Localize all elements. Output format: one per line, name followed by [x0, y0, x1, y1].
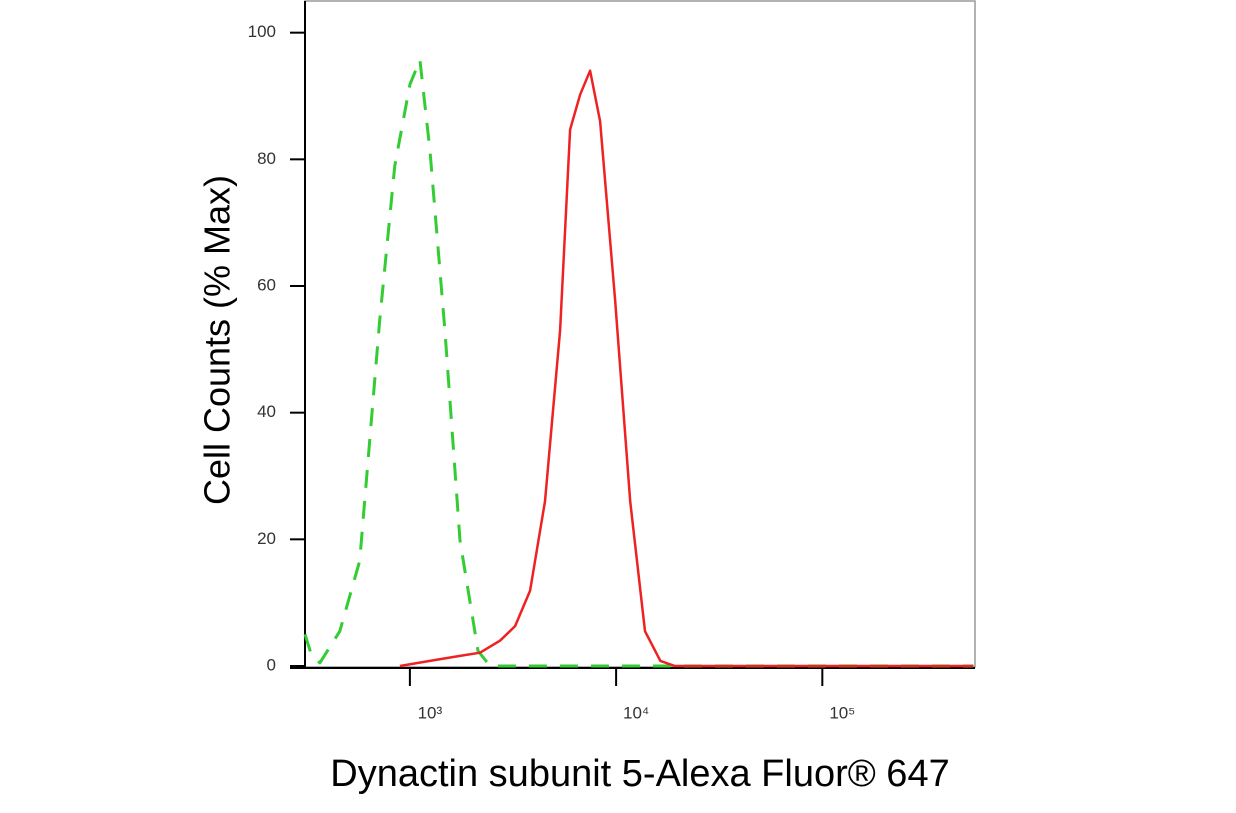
y-tick-label: 80 — [257, 149, 276, 168]
histogram-line — [303, 58, 974, 668]
y-tick-label: 100 — [248, 22, 276, 41]
x-axis-label: Dynactin subunit 5-Alexa Fluor® 647 — [330, 753, 949, 795]
y-tick-label: 0 — [267, 655, 276, 674]
x-tick-label: 10⁵ — [829, 703, 855, 722]
x-tick-label: 10⁴ — [623, 703, 649, 722]
y-tick-label: 60 — [257, 275, 276, 294]
x-tick-label: 10³ — [418, 703, 443, 722]
y-tick-label: 40 — [257, 402, 276, 421]
y-axis-label: Cell Counts (% Max) — [197, 175, 238, 505]
y-tick-label: 20 — [257, 529, 276, 548]
histogram-line — [399, 69, 974, 668]
